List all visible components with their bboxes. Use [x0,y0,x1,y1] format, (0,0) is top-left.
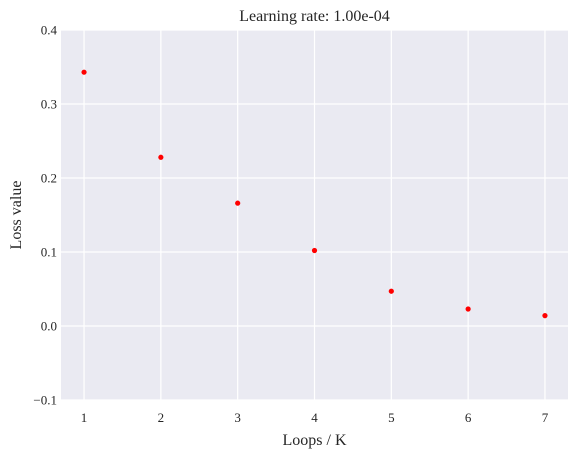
x-tick-label: 4 [311,410,318,425]
chart-title: Learning rate: 1.00e-04 [239,8,390,25]
x-tick-label: 2 [158,410,165,425]
data-point [235,200,241,206]
y-tick-label: 0.4 [41,23,58,38]
y-tick-label: 0.3 [41,97,57,112]
x-tick-label: 3 [234,410,241,425]
x-tick-label: 6 [465,410,472,425]
data-point [311,247,318,254]
y-tick-label: 0.0 [41,319,57,334]
y-tick-label: −0.1 [33,393,57,408]
y-axis-title: Loss value [8,181,25,250]
data-points [81,69,548,319]
data-point [81,69,87,75]
data-point [465,306,471,312]
data-point [388,288,394,294]
x-axis-title: Loops / K [283,432,347,449]
y-axis-ticks: −0.1 0.0 0.1 0.2 0.3 0.4 [33,23,57,408]
y-tick-label: 0.1 [41,245,57,260]
x-axis-ticks: 1 2 3 4 5 6 7 [81,410,549,425]
x-tick-label: 7 [542,410,549,425]
x-tick-label: 5 [388,410,395,425]
x-tick-label: 1 [81,410,88,425]
y-tick-label: 0.2 [41,171,57,186]
data-point [158,154,164,160]
data-point [542,313,548,319]
